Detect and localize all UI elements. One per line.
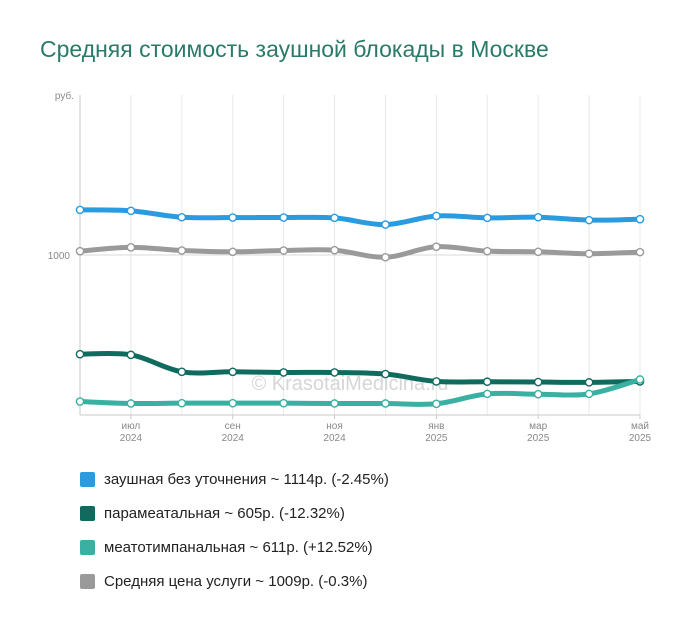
data-point-series-1 (482, 377, 492, 387)
x-tick-label-month: янв (428, 421, 444, 432)
x-tick-label-year: 2025 (527, 433, 550, 444)
series-line-0 (77, 207, 643, 228)
data-point-series-2 (635, 375, 645, 384)
data-point-series-3 (75, 246, 85, 256)
x-tick-label-year: 2025 (425, 433, 448, 444)
data-point-series-1 (432, 377, 441, 386)
legend-item-zaushnaya[interactable]: заушная без уточнения ~ 1114р. (-2.45%) (80, 462, 389, 496)
legend-swatch (80, 539, 95, 555)
data-point-series-0 (228, 213, 238, 222)
data-point-series-2 (381, 399, 390, 408)
data-point-series-3 (279, 246, 288, 255)
data-point-series-0 (635, 214, 645, 224)
data-point-series-3 (177, 246, 187, 255)
data-point-series-1 (330, 368, 339, 377)
series-line-3 (77, 244, 643, 260)
data-point-series-1 (177, 367, 187, 377)
data-point-series-0 (75, 205, 85, 215)
x-tick-label-month: май (631, 421, 649, 432)
data-point-series-3 (533, 247, 543, 257)
data-point-series-0 (381, 220, 390, 229)
data-point-series-2 (584, 389, 594, 399)
x-tick-label-year: 2025 (629, 433, 652, 444)
data-point-series-3 (381, 252, 390, 262)
data-point-series-3 (330, 245, 339, 255)
data-point-series-3 (635, 247, 645, 257)
legend-swatch (80, 471, 95, 487)
data-point-series-2 (126, 399, 136, 408)
data-point-series-0 (177, 212, 187, 222)
x-tick-label-year: 2024 (323, 433, 346, 444)
data-point-series-2 (279, 398, 288, 408)
x-tick-label-year: 2024 (120, 433, 143, 444)
legend-swatch (80, 505, 95, 521)
x-tick-label-year: 2024 (222, 433, 245, 444)
data-point-series-1 (533, 377, 543, 387)
legend: заушная без уточнения ~ 1114р. (-2.45%) … (80, 462, 389, 598)
data-point-series-1 (75, 349, 85, 359)
chart-title: Средняя стоимость заушной блокады в Моск… (40, 36, 549, 62)
y-tick-label: 1000 (48, 251, 71, 262)
line-chart: 1000руб.июл2024сен2024ноя2024янв2025мар2… (48, 90, 652, 444)
legend-swatch (80, 573, 95, 589)
data-point-series-2 (177, 398, 187, 408)
data-point-series-0 (432, 211, 441, 221)
x-tick-label-month: сен (225, 421, 241, 432)
legend-label: меатотимпанальная ~ 611р. (+12.52%) (104, 538, 373, 556)
legend-item-average-price[interactable]: Средняя цена услуги ~ 1009р. (-0.3%) (80, 564, 389, 598)
legend-label: парамеатальная ~ 605р. (-12.32%) (104, 504, 345, 522)
data-point-series-2 (482, 389, 492, 399)
data-point-series-3 (126, 243, 136, 252)
data-point-series-1 (381, 369, 390, 379)
legend-label: Средняя цена услуги ~ 1009р. (-0.3%) (104, 572, 368, 590)
data-point-series-1 (228, 367, 238, 377)
data-point-series-0 (482, 213, 492, 223)
data-point-series-0 (584, 215, 594, 225)
data-point-series-3 (584, 249, 594, 259)
data-point-series-2 (228, 398, 238, 408)
data-point-series-3 (432, 242, 441, 251)
legend-label: заушная без уточнения ~ 1114р. (-2.45%) (104, 470, 389, 488)
data-point-series-0 (330, 213, 339, 223)
data-point-series-1 (279, 368, 288, 377)
y-axis-unit: руб. (55, 90, 74, 102)
data-point-series-1 (584, 378, 594, 387)
x-tick-label-month: ноя (326, 421, 343, 432)
legend-item-parameatalnaya[interactable]: парамеатальная ~ 605р. (-12.32%) (80, 496, 389, 530)
x-tick-label-month: мар (529, 421, 547, 432)
data-point-series-1 (126, 350, 136, 360)
data-point-series-0 (279, 213, 288, 222)
data-point-series-2 (432, 399, 441, 409)
data-point-series-2 (75, 397, 85, 406)
watermark: © KrasotaiMedicina.ru (251, 373, 448, 395)
legend-item-meatotympanalnaya[interactable]: меатотимпанальная ~ 611р. (+12.52%) (80, 530, 389, 564)
data-point-series-2 (330, 399, 339, 408)
data-point-series-3 (482, 246, 492, 256)
data-point-series-0 (126, 206, 136, 216)
x-tick-label-month: июл (122, 421, 141, 432)
data-point-series-2 (533, 389, 543, 399)
data-point-series-3 (228, 247, 238, 257)
data-point-series-0 (533, 212, 543, 222)
